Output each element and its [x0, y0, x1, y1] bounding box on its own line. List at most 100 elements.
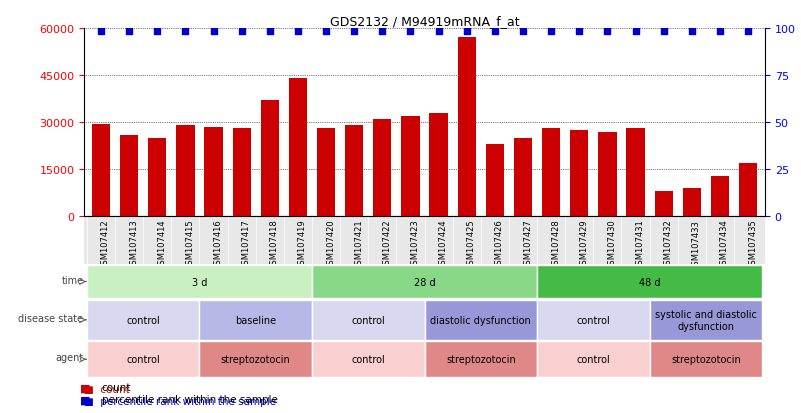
- Point: [573, 29, 586, 36]
- Text: diastolic dysfunction: diastolic dysfunction: [430, 315, 531, 325]
- Bar: [598, 132, 617, 217]
- Text: GSM107416: GSM107416: [214, 219, 223, 270]
- Bar: [312, 300, 425, 340]
- Bar: [429, 114, 448, 217]
- Bar: [199, 300, 312, 340]
- Bar: [570, 131, 589, 217]
- Text: GSM107432: GSM107432: [664, 219, 673, 270]
- Bar: [373, 120, 392, 217]
- Text: GSM107425: GSM107425: [467, 219, 476, 270]
- Point: [207, 29, 220, 36]
- Bar: [654, 192, 673, 217]
- Point: [461, 29, 473, 36]
- Point: [95, 29, 107, 36]
- Bar: [514, 138, 532, 217]
- Point: [235, 29, 248, 36]
- Text: GSM107434: GSM107434: [720, 219, 729, 270]
- Text: GSM107429: GSM107429: [579, 219, 588, 270]
- Text: GSM107424: GSM107424: [439, 219, 448, 270]
- Text: control: control: [352, 354, 385, 364]
- Point: [686, 29, 698, 36]
- Text: percentile rank within the sample: percentile rank within the sample: [102, 394, 278, 404]
- Text: disease state: disease state: [18, 313, 83, 323]
- Text: GSM107431: GSM107431: [635, 219, 645, 270]
- Text: GSM107423: GSM107423: [410, 219, 420, 270]
- Bar: [457, 38, 476, 217]
- Bar: [650, 300, 762, 340]
- Text: count: count: [102, 382, 131, 392]
- Text: control: control: [352, 315, 385, 325]
- Bar: [87, 265, 312, 299]
- Bar: [312, 265, 537, 299]
- Text: 48 d: 48 d: [639, 277, 660, 287]
- Bar: [204, 128, 223, 217]
- Bar: [312, 342, 425, 377]
- Text: control: control: [577, 315, 610, 325]
- Point: [714, 29, 727, 36]
- Text: GSM107418: GSM107418: [270, 219, 279, 270]
- Bar: [710, 176, 729, 217]
- Point: [433, 29, 445, 36]
- Bar: [537, 300, 650, 340]
- Bar: [317, 129, 335, 217]
- Point: [320, 29, 332, 36]
- Bar: [260, 101, 279, 217]
- Point: [179, 29, 191, 36]
- Bar: [120, 135, 139, 217]
- Text: systolic and diastolic
dysfunction: systolic and diastolic dysfunction: [655, 309, 757, 331]
- Text: GSM107413: GSM107413: [129, 219, 138, 270]
- Bar: [232, 129, 251, 217]
- Text: GSM107428: GSM107428: [551, 219, 560, 270]
- Text: streptozotocin: streptozotocin: [221, 354, 291, 364]
- Bar: [289, 79, 307, 217]
- Text: ■: ■: [80, 382, 91, 392]
- Text: 3 d: 3 d: [191, 277, 207, 287]
- Text: GSM107420: GSM107420: [326, 219, 335, 270]
- Text: streptozotocin: streptozotocin: [671, 354, 741, 364]
- Bar: [401, 116, 420, 217]
- Point: [545, 29, 557, 36]
- Point: [292, 29, 304, 36]
- Text: GSM107422: GSM107422: [382, 219, 392, 270]
- Bar: [542, 129, 560, 217]
- Text: GSM107427: GSM107427: [523, 219, 532, 270]
- Text: streptozotocin: streptozotocin: [446, 354, 516, 364]
- Bar: [537, 265, 762, 299]
- Text: 28 d: 28 d: [414, 277, 435, 287]
- Point: [264, 29, 276, 36]
- Bar: [176, 126, 195, 217]
- Text: ■  count: ■ count: [84, 384, 130, 394]
- Bar: [682, 189, 701, 217]
- Bar: [650, 342, 762, 377]
- Text: GSM107433: GSM107433: [692, 219, 701, 270]
- Text: baseline: baseline: [235, 315, 276, 325]
- Text: GSM107435: GSM107435: [748, 219, 757, 270]
- Bar: [537, 342, 650, 377]
- Text: time: time: [62, 275, 83, 285]
- Point: [629, 29, 642, 36]
- Text: GSM107415: GSM107415: [185, 219, 195, 270]
- Point: [489, 29, 501, 36]
- Bar: [92, 124, 110, 217]
- Text: ■: ■: [80, 394, 91, 404]
- Bar: [148, 138, 167, 217]
- Point: [658, 29, 670, 36]
- Text: control: control: [127, 315, 160, 325]
- Text: GSM107419: GSM107419: [298, 219, 307, 270]
- Text: control: control: [577, 354, 610, 364]
- Point: [404, 29, 417, 36]
- Text: GSM107412: GSM107412: [101, 219, 110, 270]
- Point: [742, 29, 755, 36]
- Point: [123, 29, 135, 36]
- Bar: [425, 342, 537, 377]
- Bar: [87, 300, 199, 340]
- Text: GSM107421: GSM107421: [354, 219, 363, 270]
- Text: ■  percentile rank within the sample: ■ percentile rank within the sample: [84, 396, 276, 406]
- Point: [151, 29, 163, 36]
- Bar: [345, 126, 364, 217]
- Bar: [626, 129, 645, 217]
- Title: GDS2132 / M94919mRNA_f_at: GDS2132 / M94919mRNA_f_at: [330, 15, 519, 28]
- Text: agent: agent: [55, 352, 83, 363]
- Point: [601, 29, 614, 36]
- Text: GSM107417: GSM107417: [242, 219, 251, 270]
